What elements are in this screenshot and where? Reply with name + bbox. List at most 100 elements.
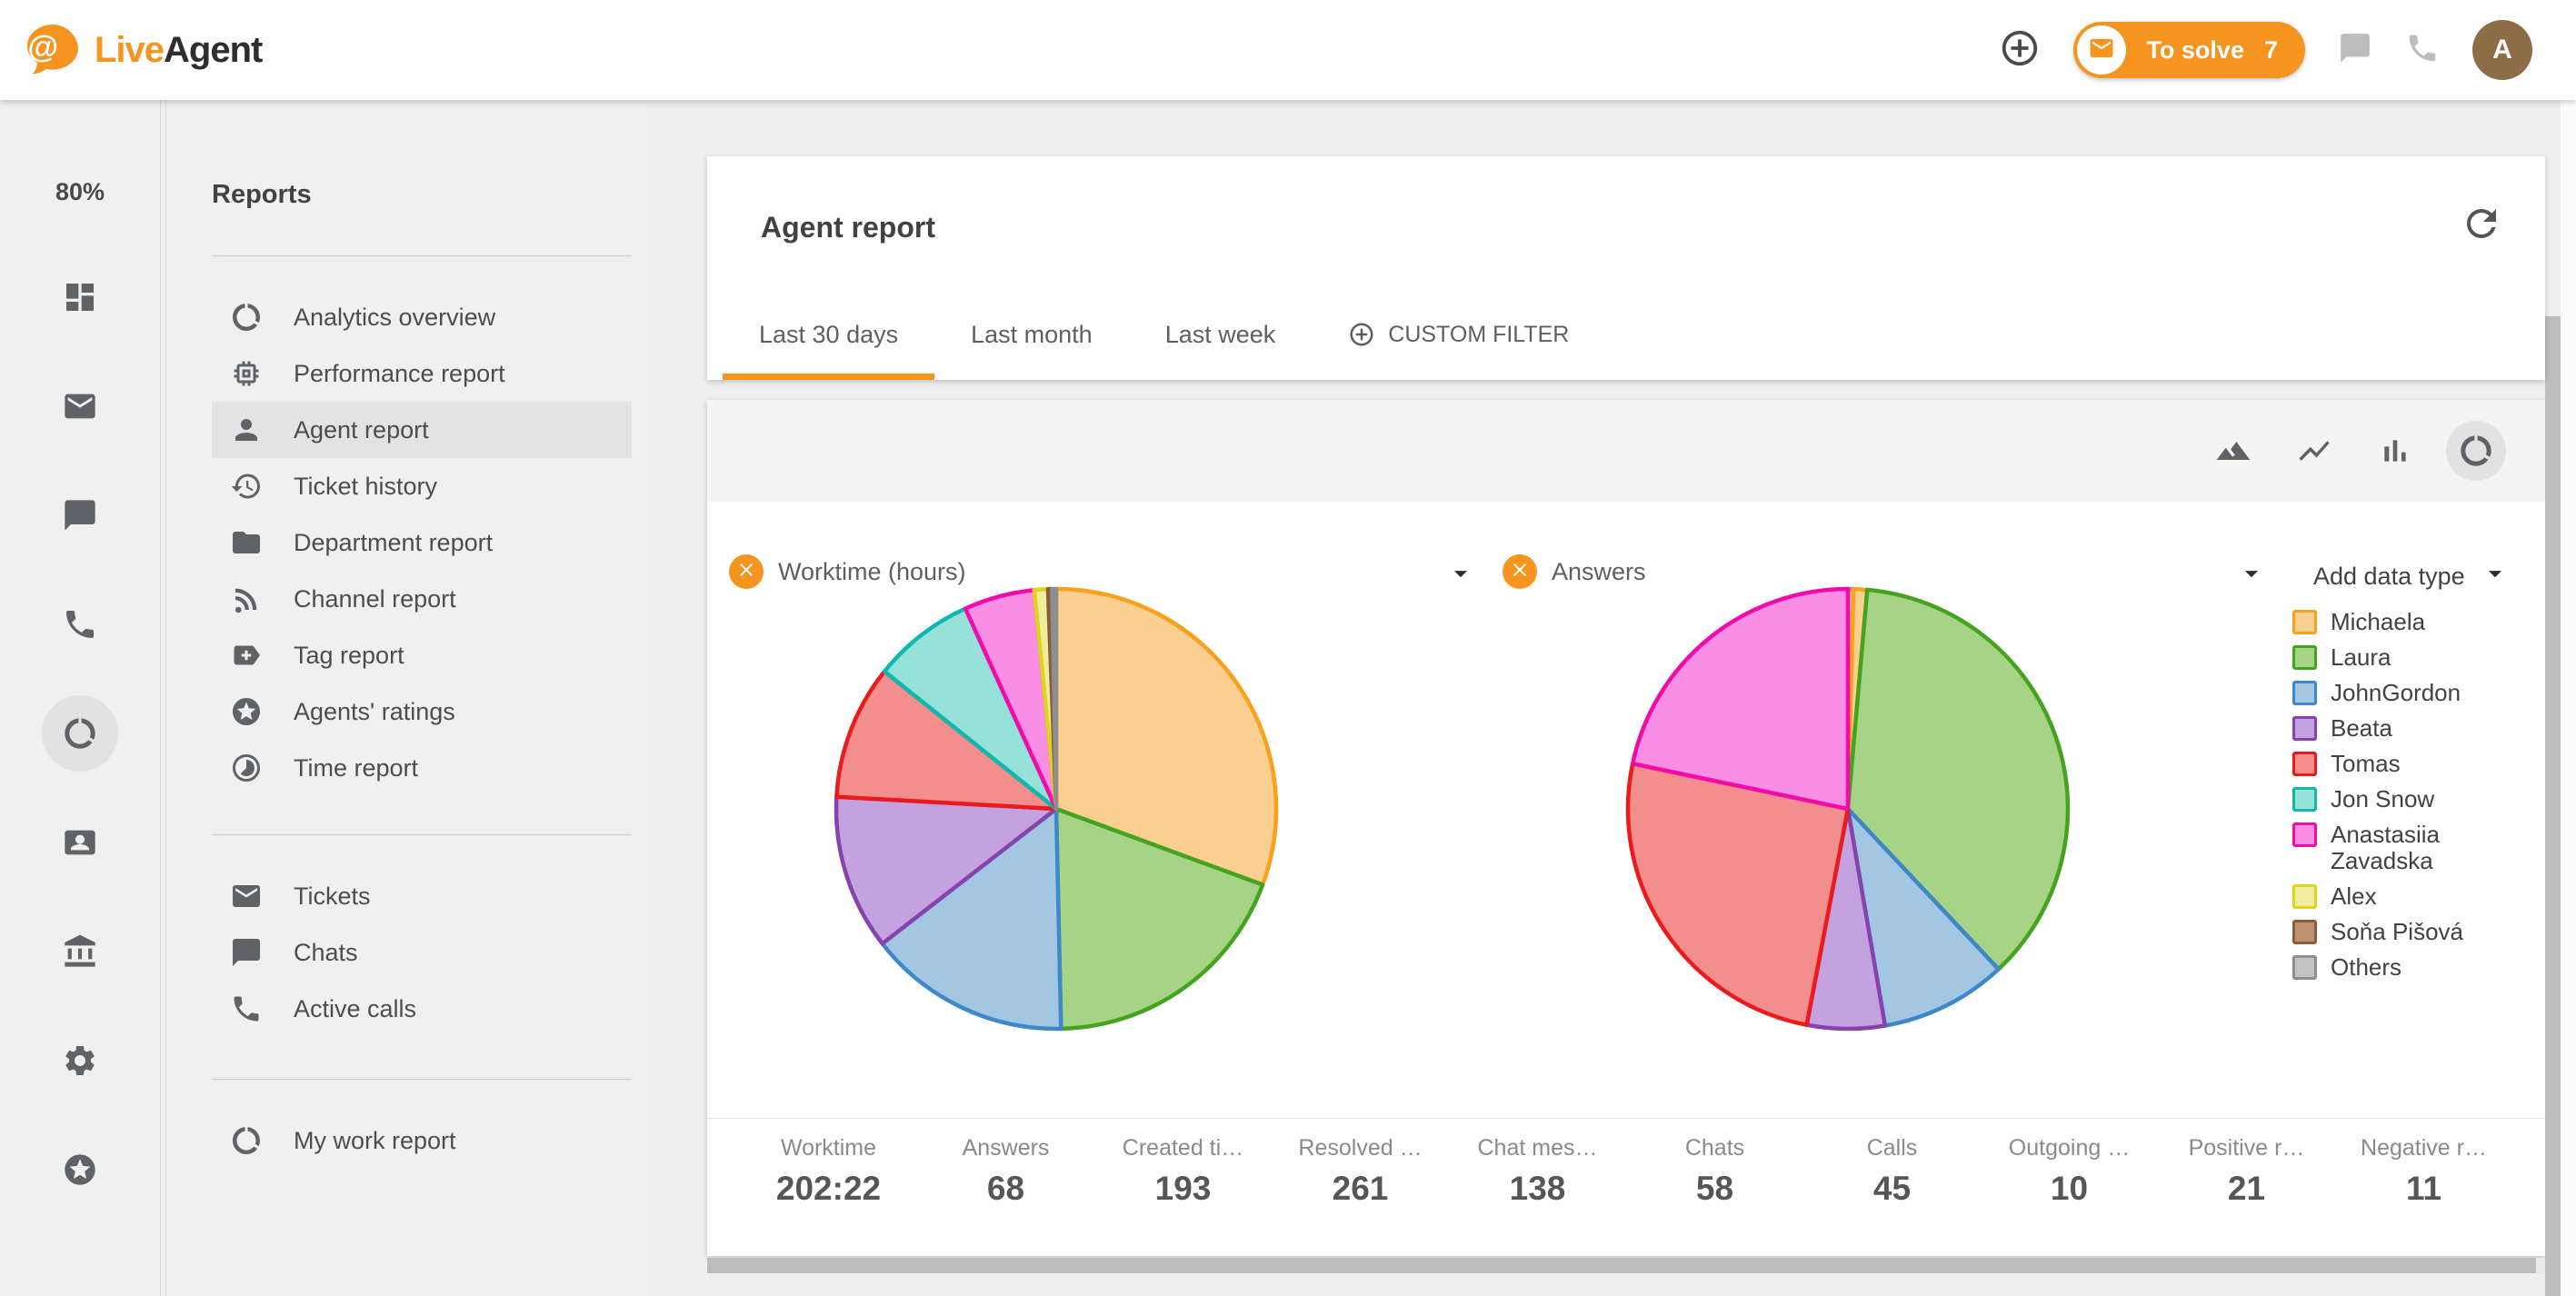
sidebar-item-tickets[interactable]: Tickets: [212, 868, 632, 924]
custom-filter-button[interactable]: CUSTOM FILTER: [1312, 289, 1605, 380]
legend-item-others[interactable]: Others: [2292, 954, 2540, 981]
person-icon: [235, 419, 257, 441]
legend-swatch: [2292, 822, 2317, 847]
stat-chats: Chats 58: [1626, 1119, 1803, 1243]
chart2-dropdown[interactable]: [2236, 558, 2267, 593]
stars-icon: [233, 698, 260, 725]
pie-slice-johngordon[interactable]: [1845, 806, 2001, 1028]
rail-item-bank[interactable]: [42, 913, 118, 990]
chart-type-area-chart-button[interactable]: [2203, 421, 2263, 481]
stat-value: 68: [986, 1170, 1025, 1207]
stat-label: Chat mes…: [1477, 1135, 1598, 1161]
legend-item-johngordon[interactable]: JohnGordon: [2292, 680, 2540, 706]
custom-filter-label: CUSTOM FILTER: [1388, 321, 1570, 347]
refresh-button[interactable]: [2460, 202, 2503, 250]
pie-slice-anastasiia-zavadska[interactable]: [1630, 586, 1851, 812]
sidebar-item-label: Tickets: [294, 882, 371, 910]
sidebar-item-time-report[interactable]: Time report: [212, 740, 632, 796]
pie-slice-beata[interactable]: [834, 794, 1059, 946]
stat-negative-r-: Negative r… 11: [2335, 1119, 2512, 1243]
sidebar-item-agents-ratings[interactable]: Agents' ratings: [212, 683, 632, 740]
phone-icon: [234, 996, 259, 1022]
remove-answers-button[interactable]: [1503, 554, 1537, 589]
legend-item-michaela[interactable]: Michaela: [2292, 609, 2540, 635]
chart1-header: Worktime (hours): [729, 554, 966, 589]
chart-type-line-chart-button[interactable]: [2284, 421, 2344, 481]
legend-label: Laura: [2331, 643, 2391, 671]
pie-slice-others[interactable]: [1050, 586, 1059, 812]
bank-icon: [65, 934, 95, 967]
stat-worktime: Worktime 202:22: [740, 1119, 917, 1243]
legend-item-so-a-pi-ov-[interactable]: Soňa Pišová: [2292, 919, 2540, 945]
phone-icon: [2405, 31, 2440, 70]
sidebar-item-label: Performance report: [294, 359, 505, 387]
sidebar-item-tag-report[interactable]: Tag report: [212, 627, 632, 683]
legend-swatch: [2292, 645, 2317, 670]
chart-type-bar-chart-button[interactable]: [2365, 421, 2425, 481]
tab-last-month[interactable]: Last month: [934, 289, 1129, 380]
sidebar-item-department-report[interactable]: Department report: [212, 514, 632, 571]
calls-header-button[interactable]: [2405, 31, 2440, 70]
legend-item-tomas[interactable]: Tomas: [2292, 751, 2540, 777]
stat-value: 138: [1509, 1170, 1566, 1207]
rail-item-mail[interactable]: [42, 368, 118, 444]
chevron-down-icon: [2236, 571, 2267, 593]
sidebar-item-agent-report[interactable]: Agent report: [212, 402, 632, 458]
sidebar-item-chats[interactable]: Chats: [212, 924, 632, 981]
sidebar-item-my-work-report[interactable]: My work report: [212, 1112, 632, 1169]
pie-slice-laura[interactable]: [1845, 587, 2071, 972]
stat-value: 58: [1695, 1170, 1734, 1207]
chevron-down-icon-svg: [2244, 571, 2259, 578]
sidebar-title: Reports: [212, 180, 312, 209]
liveagent-logo[interactable]: @ LiveAgent: [24, 21, 263, 79]
rail-item-chat[interactable]: [42, 477, 118, 553]
legend-item-anastasiia-zavadska[interactable]: Anastasiia Zavadska: [2292, 822, 2540, 874]
svg-text:@: @: [27, 30, 58, 65]
pie-slice-laura[interactable]: [1053, 806, 1265, 1032]
chart2-header: Answers: [1503, 554, 1646, 589]
chart1-title: Worktime (hours): [778, 557, 966, 585]
chart1-dropdown[interactable]: [1445, 558, 1476, 593]
to-solve-button[interactable]: To solve 7: [2073, 22, 2305, 78]
add-data-type-button[interactable]: Add data type: [2313, 558, 2511, 595]
plus-circle-icon: [1999, 27, 2041, 74]
rail-item-stars[interactable]: [42, 1132, 118, 1208]
remove-worktime-button[interactable]: [729, 554, 764, 589]
sidebar-item-label: Active calls: [294, 994, 417, 1022]
legend-item-laura[interactable]: Laura: [2292, 644, 2540, 671]
rail-item-contact-card[interactable]: [42, 804, 118, 881]
chats-header-button[interactable]: [2338, 31, 2372, 70]
legend-swatch: [2292, 681, 2317, 705]
add-new-button[interactable]: [1999, 27, 2041, 74]
rail-item-gear[interactable]: [42, 1022, 118, 1099]
pie-slice-tomas[interactable]: [1625, 761, 1851, 1027]
sidebar-item-ticket-history[interactable]: Ticket history: [212, 458, 632, 514]
horizontal-scrollbar-thumb[interactable]: [707, 1258, 2536, 1273]
pie-slice-michaela[interactable]: [1053, 586, 1279, 887]
to-solve-label: To solve: [2146, 35, 2244, 64]
user-avatar[interactable]: A: [2472, 20, 2532, 80]
rail-item-pie-chart[interactable]: [42, 695, 118, 772]
close-icon: [735, 559, 757, 585]
legend-label: JohnGordon: [2331, 679, 2461, 706]
vertical-scrollbar-thumb[interactable]: [2545, 316, 2561, 1296]
sidebar-item-channel-report[interactable]: Channel report: [212, 571, 632, 627]
pie-slice-johngordon[interactable]: [880, 806, 1063, 1032]
rail-item-phone[interactable]: [42, 586, 118, 663]
legend-item-beata[interactable]: Beata: [2292, 715, 2540, 742]
sidebar-item-active-calls[interactable]: Active calls: [212, 981, 632, 1037]
legend-swatch: [2292, 955, 2317, 980]
rss-icon: [235, 588, 257, 613]
legend-item-alex[interactable]: Alex: [2292, 883, 2540, 910]
chart-type-pie-chart-button[interactable]: [2446, 421, 2506, 481]
pie-slice-tomas[interactable]: [834, 669, 1059, 812]
tab-last-week[interactable]: Last week: [1129, 289, 1313, 380]
rail-item-dashboard[interactable]: [42, 259, 118, 335]
legend-item-jon-snow[interactable]: Jon Snow: [2292, 786, 2540, 812]
sidebar-item-performance-report[interactable]: Performance report: [212, 345, 632, 402]
horizontal-scrollbar[interactable]: [707, 1258, 2545, 1273]
pie-chart-icon: [233, 1127, 260, 1154]
stat-value: 261: [1332, 1170, 1389, 1207]
tab-last-30-days[interactable]: Last 30 days: [723, 289, 935, 380]
sidebar-item-analytics-overview[interactable]: Analytics overview: [212, 289, 632, 345]
